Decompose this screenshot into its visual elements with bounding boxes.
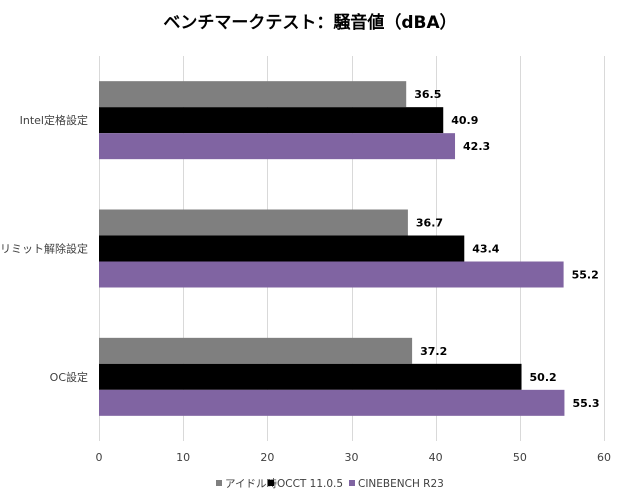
x-tick-label: 0 — [96, 451, 103, 464]
data-label: 37.2 — [420, 345, 447, 358]
bar — [99, 81, 407, 108]
legend-label: OCCT 11.0.5 — [277, 478, 343, 490]
x-tick-label: 50 — [513, 451, 527, 464]
data-label: 55.3 — [572, 397, 599, 410]
x-tick-label: 40 — [429, 451, 443, 464]
bar — [99, 261, 564, 288]
legend-swatch — [349, 480, 355, 486]
data-label: 50.2 — [530, 371, 557, 384]
bar — [99, 363, 522, 390]
category-label: OC設定 — [50, 370, 88, 384]
legend-label: アイドル時 — [225, 478, 277, 490]
legend: アイドル時 OCCT 11.0.5 CINEBENCH R23 — [216, 478, 444, 490]
x-tick-label: 30 — [345, 451, 359, 464]
plot-area: 36.5 40.9 42.3 36.7 43.4 55.2 37.2 50.2 55.3 — [99, 81, 600, 416]
bar — [99, 209, 408, 236]
bar — [99, 337, 413, 364]
data-label: 42.3 — [463, 140, 490, 153]
x-tick-label: 60 — [597, 451, 611, 464]
bar — [99, 107, 444, 134]
data-label: 36.7 — [416, 217, 443, 230]
data-label: 40.9 — [451, 114, 478, 127]
x-axis: 0 10 20 30 40 50 60 — [96, 451, 612, 464]
chart-title: ベンチマークテスト：騒音値（dBA） — [163, 12, 456, 33]
data-label: 36.5 — [414, 88, 441, 101]
legend-label: CINEBENCH R23 — [358, 478, 444, 490]
bar — [99, 235, 465, 262]
legend-swatch — [268, 480, 274, 486]
bar — [99, 133, 456, 160]
data-label: 43.4 — [472, 243, 499, 256]
bar — [99, 389, 565, 416]
category-label: リミット解除設定 — [0, 242, 88, 256]
legend-swatch — [216, 480, 222, 486]
category-label: Intel定格設定 — [20, 113, 88, 127]
x-tick-label: 20 — [260, 451, 274, 464]
x-tick-label: 10 — [176, 451, 190, 464]
data-label: 55.2 — [572, 269, 599, 282]
